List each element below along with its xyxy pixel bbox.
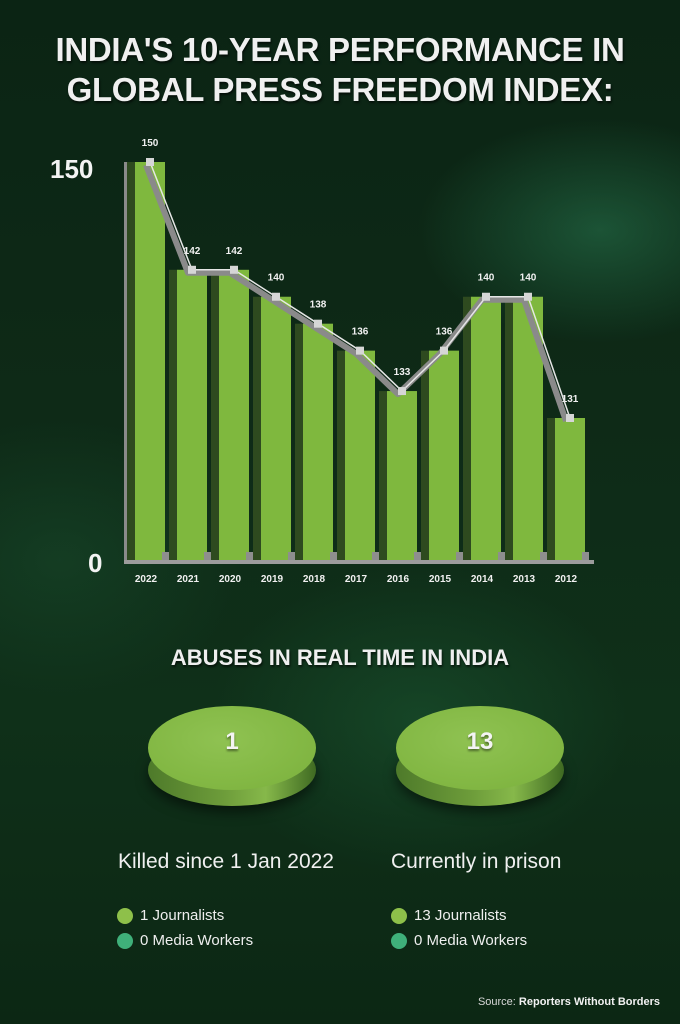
data-label: 131: [562, 394, 579, 405]
stat-caption-prison: Currently in prison: [391, 850, 562, 873]
bar-shadow: [211, 269, 221, 560]
x-tick-label: 2014: [471, 574, 494, 585]
page-title: INDIA'S 10-YEAR PERFORMANCE IN GLOBAL PR…: [0, 30, 680, 110]
bar-foot: [204, 552, 211, 562]
x-tick-label: 2015: [429, 574, 452, 585]
stat-value-killed: 1: [225, 728, 239, 755]
data-label: 136: [352, 327, 369, 338]
bar-shadow: [463, 296, 473, 560]
line-marker: [230, 265, 238, 274]
title-line-1: INDIA'S 10-YEAR PERFORMANCE IN: [55, 31, 625, 68]
bar-foot: [498, 552, 505, 562]
media-workers-dot-icon: [391, 932, 407, 949]
data-label: 138: [310, 300, 327, 311]
bar-shadow: [253, 296, 263, 560]
source-prefix: Source:: [477, 996, 516, 1008]
legend-item-journalists-prison: 13 Journalists: [391, 907, 507, 924]
media-workers-dot-icon: [117, 932, 133, 949]
line-marker: [482, 292, 490, 301]
legend-label: 1 Journalists: [140, 907, 225, 924]
x-tick-label: 2018: [303, 574, 326, 585]
y-axis-bottom-label: 0: [88, 548, 103, 578]
journalists-dot-icon: [117, 907, 133, 924]
bar-shadow: [505, 296, 515, 560]
stat-caption-killed: Killed since 1 Jan 2022: [118, 850, 334, 873]
source-name: Reporters Without Borders: [518, 996, 660, 1008]
data-label: 150: [142, 138, 159, 149]
journalists-dot-icon: [391, 907, 407, 924]
data-label: 140: [268, 273, 285, 284]
source-credit: Source: Reporters Without Borders: [478, 996, 660, 1008]
x-tick-label: 2013: [513, 574, 536, 585]
line-marker: [398, 387, 406, 396]
legend-item-media-workers-prison: 0 Media Workers: [391, 932, 527, 949]
legend-item-journalists-killed: 1 Journalists: [117, 907, 224, 924]
x-tick-label: 2012: [555, 574, 578, 585]
stat-disc-prison: 13: [396, 706, 564, 806]
bar-foot: [372, 552, 379, 562]
x-tick-label: 2019: [261, 574, 284, 585]
line-marker: [188, 265, 196, 274]
data-label: 133: [394, 367, 411, 378]
bar-2016: [387, 391, 417, 560]
legend-label: 0 Media Workers: [414, 932, 528, 949]
line-marker: [272, 292, 280, 301]
line-marker: [314, 319, 322, 328]
bar-foot: [582, 552, 589, 562]
legend-label: 0 Media Workers: [140, 932, 254, 949]
bar-2018: [303, 323, 333, 560]
section-title: ABUSES IN REAL TIME IN INDIA: [170, 645, 510, 670]
data-label: 140: [478, 273, 495, 284]
bar-shadow: [547, 418, 557, 560]
bar-chart: 150 2022 142 2021 142 2020 140 2019 138 2018 136 20…: [124, 138, 594, 585]
bar-2015: [429, 350, 459, 560]
data-label: 136: [436, 327, 453, 338]
legend-label: 13 Journalists: [414, 907, 507, 924]
bar-foot: [540, 552, 547, 562]
data-label: 142: [226, 246, 243, 257]
bar-foot: [414, 552, 421, 562]
x-axis-line: [124, 560, 594, 564]
bar-shadow: [379, 391, 389, 560]
line-marker: [440, 346, 448, 355]
bar-foot: [246, 552, 253, 562]
line-marker: [566, 414, 574, 422]
bar-2012: [555, 418, 585, 560]
legend-item-media-workers-killed: 0 Media Workers: [117, 932, 253, 949]
bar-foot: [162, 552, 169, 562]
stat-value-prison: 13: [466, 728, 494, 755]
bar-2021: [177, 269, 207, 560]
bar-shadow: [295, 323, 305, 560]
bar-foot: [288, 552, 295, 562]
bar-shadow: [127, 162, 137, 560]
bar-shadow: [169, 269, 179, 560]
line-marker: [146, 158, 154, 166]
bar-foot: [456, 552, 463, 562]
data-label: 140: [520, 273, 537, 284]
bar-2017: [345, 350, 375, 560]
x-tick-label: 2020: [219, 574, 242, 585]
bar-shadow: [421, 350, 431, 560]
disc-top: [396, 706, 564, 790]
bar-2020: [219, 269, 249, 560]
title-line-2: GLOBAL PRESS FREEDOM INDEX:: [66, 71, 614, 108]
data-label: 142: [184, 246, 201, 257]
x-tick-label: 2021: [177, 574, 200, 585]
bar-2019: [261, 296, 291, 560]
x-tick-label: 2016: [387, 574, 410, 585]
bar-2014: [471, 296, 501, 560]
line-marker: [356, 346, 364, 355]
bar-foot: [330, 552, 337, 562]
bar-shadow: [337, 350, 347, 560]
stat-disc-killed: 1: [148, 706, 316, 806]
line-marker: [524, 292, 532, 301]
bar-2022: [135, 162, 165, 560]
disc-top: [148, 706, 316, 790]
y-axis-top-label: 150: [50, 154, 94, 184]
x-tick-label: 2017: [345, 574, 368, 585]
x-tick-label: 2022: [135, 574, 158, 585]
